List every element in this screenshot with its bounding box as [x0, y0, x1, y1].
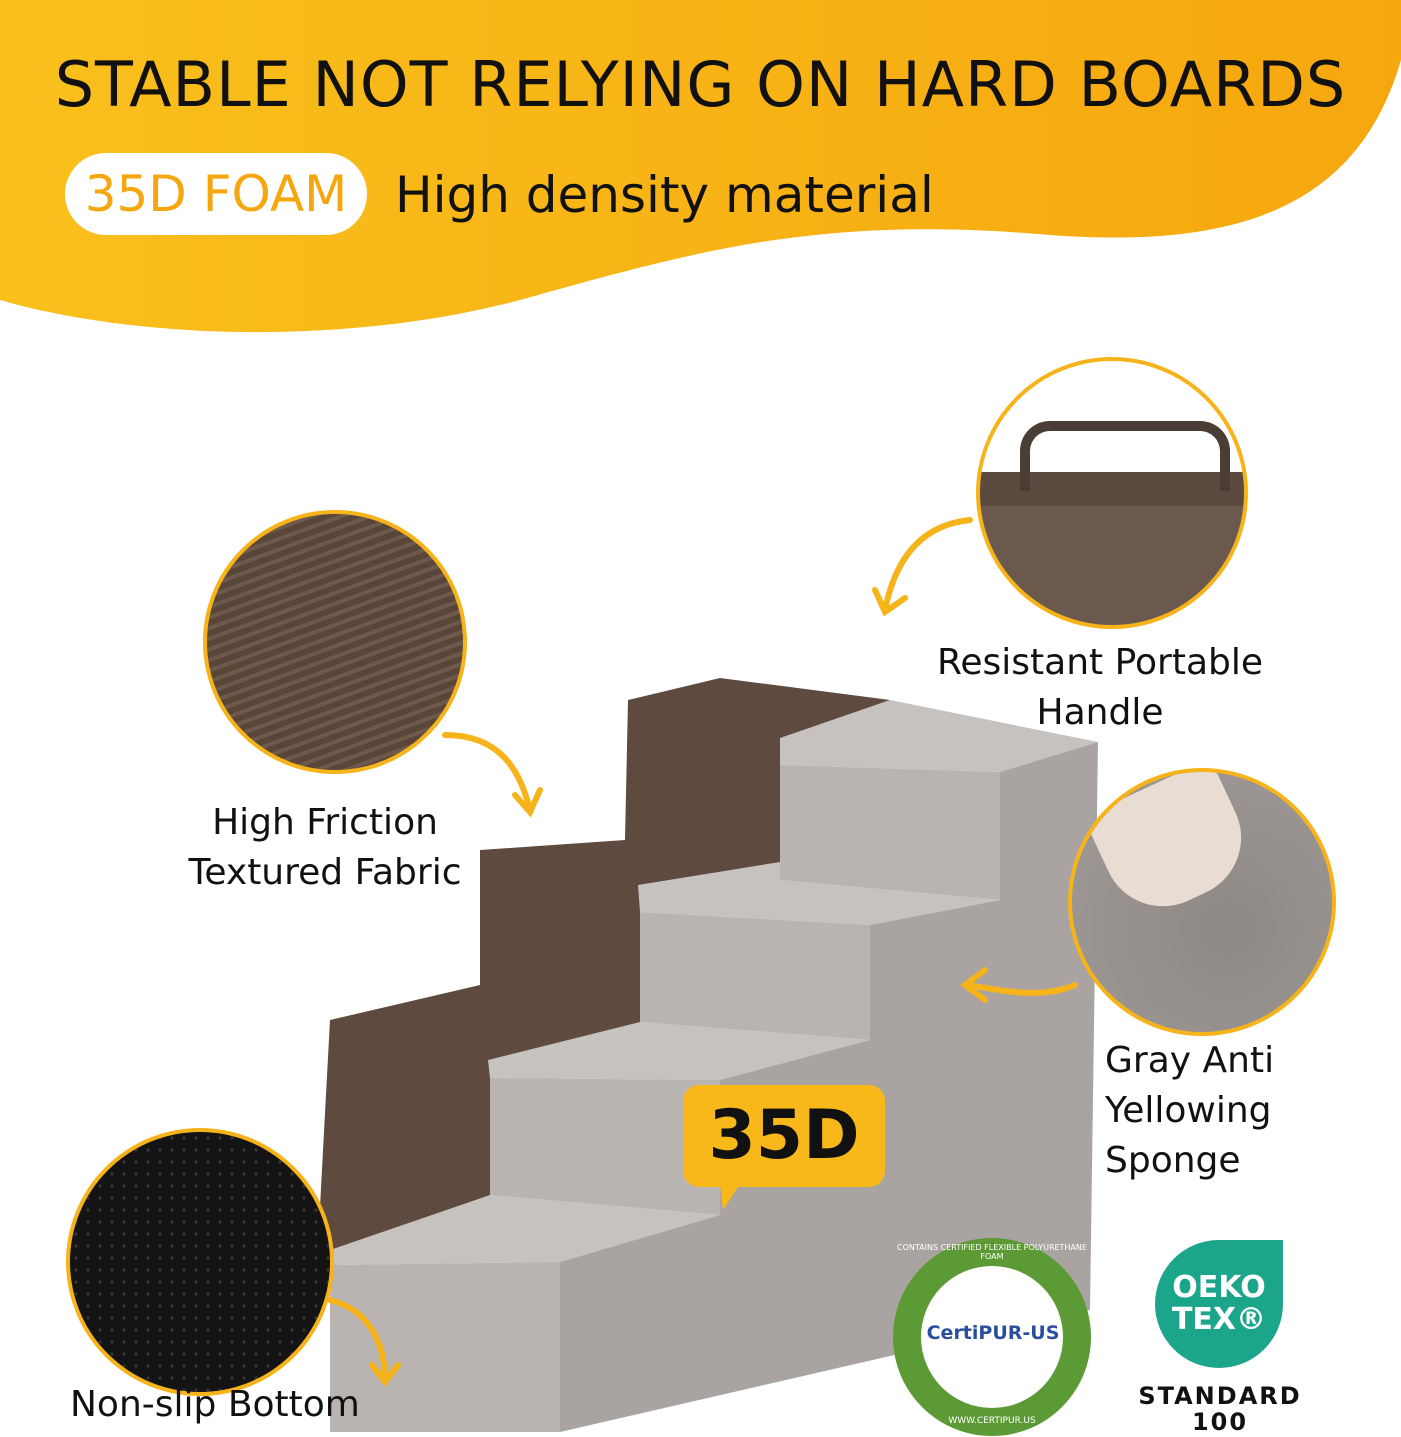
- foam-top-1: [330, 1195, 720, 1265]
- non-slip-detail-circle: [66, 1128, 334, 1396]
- sponge-detail-circle: [1068, 768, 1336, 1036]
- handle-icon: [1020, 421, 1230, 491]
- foam-top-3: [638, 862, 1000, 925]
- fabric-cover: [315, 678, 890, 1300]
- handle-detail-circle: [976, 357, 1248, 629]
- fabric-label: High Friction Textured Fabric: [188, 802, 462, 893]
- foam-pill: 35D FOAM: [65, 153, 367, 235]
- foam-front-3: [640, 912, 870, 1040]
- sponge-label: Gray Anti Yellowing Sponge: [1105, 1040, 1275, 1181]
- fabric-detail-circle: [203, 510, 467, 774]
- oeko-tex-logo: OEKO TEX®: [1155, 1240, 1283, 1368]
- foam-front-4: [780, 765, 1000, 900]
- foam-top-2: [488, 1022, 870, 1080]
- certipur-logo: CertiPUR-US CONTAINS CERTIFIED FLEXIBLE …: [893, 1238, 1091, 1436]
- badge-tail: [720, 1184, 740, 1210]
- foam-top-4: [780, 700, 1098, 772]
- density-badge: 35D: [683, 1085, 885, 1187]
- header-background: [0, 0, 1401, 333]
- subtitle: High density material: [395, 166, 934, 224]
- oeko-standard: STANDARD 100: [1138, 1382, 1302, 1436]
- handle-label: Resistant Portable Handle: [936, 642, 1264, 733]
- bottom-label: Non-slip Bottom: [70, 1384, 360, 1425]
- arrow-icons: [327, 517, 1078, 1387]
- foam-front-2: [490, 1078, 720, 1215]
- headline: STABLE NOT RELYING ON HARD BOARDS: [54, 48, 1347, 121]
- foam-front: [330, 1262, 560, 1432]
